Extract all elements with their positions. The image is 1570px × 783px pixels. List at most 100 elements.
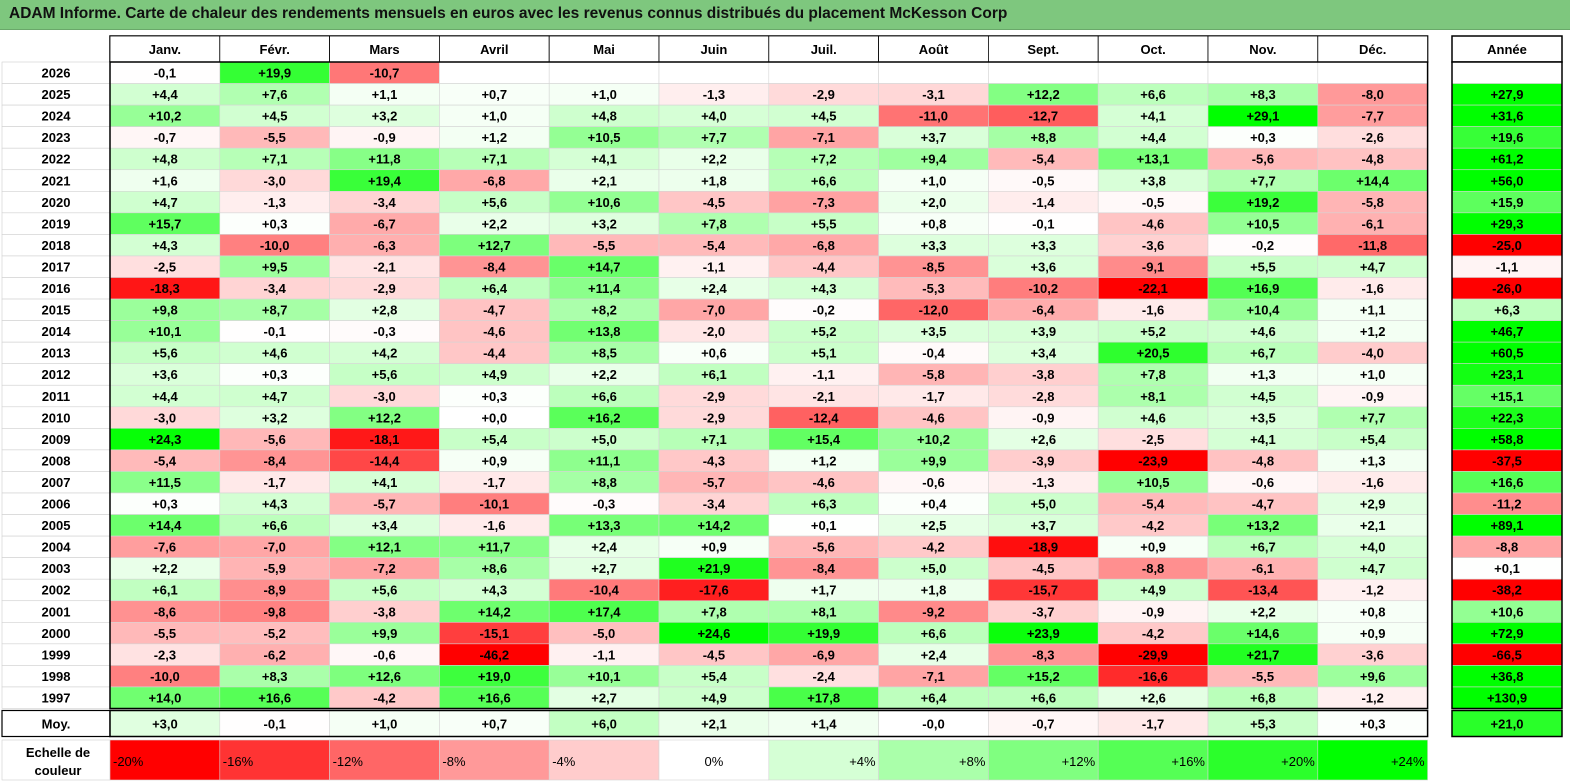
- scale-swatch: [1097, 739, 1209, 781]
- row-year-label: 2003: [42, 561, 71, 576]
- heatmap-cell-value: -0,9: [1142, 604, 1164, 619]
- row-year-label: 2014: [42, 324, 72, 339]
- heatmap-cell-value: +0,3: [481, 389, 507, 404]
- average-year-cell: [1451, 709, 1563, 738]
- heatmap-cell-value: +2,2: [481, 216, 507, 231]
- average-cell: [219, 710, 330, 737]
- heatmap-cell-value: -3,7: [1032, 604, 1054, 619]
- heatmap-cell-value: +1,0: [591, 87, 617, 102]
- row-year-label: 2009: [42, 432, 71, 447]
- heatmap-cell-value: -2,3: [154, 647, 176, 662]
- heatmap-cell-value: -0,1: [154, 66, 176, 81]
- heatmap-cell-value: +8,3: [262, 669, 288, 684]
- row-year-label: 2019: [42, 216, 71, 231]
- heatmap-cell-value: -2,9: [812, 87, 834, 102]
- heatmap-cell-value: +4,5: [1250, 389, 1276, 404]
- heatmap-cell-value: -5,3: [922, 281, 944, 296]
- heatmap-cell-value: +6,3: [811, 497, 837, 512]
- heatmap-cell-value: -7,0: [703, 303, 725, 318]
- year-total-value: +36,8: [1491, 669, 1524, 684]
- scale-swatch: [439, 739, 550, 781]
- heatmap-cell-value: -16,6: [1138, 669, 1168, 684]
- year-total-value: +61,2: [1491, 152, 1524, 167]
- year-total-value: +60,5: [1491, 346, 1524, 361]
- row-year-label: 2001: [42, 604, 71, 619]
- heatmap-cell-value: +10,2: [148, 109, 181, 124]
- row-year-label: 2004: [42, 540, 72, 555]
- heatmap-cell-value: +21,9: [697, 561, 730, 576]
- row-year-label: 2000: [42, 626, 71, 641]
- heatmap-cell-value: -17,6: [699, 583, 729, 598]
- heatmap-cell-value: -5,5: [1252, 669, 1274, 684]
- heatmap-cell-value: +4,1: [591, 152, 617, 167]
- heatmap-cell-value: -9,1: [1142, 259, 1164, 274]
- heatmap-cell-value: +2,1: [1360, 518, 1386, 533]
- heatmap-cell-value: +0,0: [481, 410, 507, 425]
- heatmap-cell-value: +11,1: [588, 453, 620, 468]
- heatmap-cell-value: -7,7: [1361, 109, 1383, 124]
- heatmap-cell-value: +1,2: [481, 130, 507, 145]
- heatmap-cell-value: +5,2: [1140, 324, 1166, 339]
- heatmap-cell-value: -0,2: [812, 303, 834, 318]
- heatmap-cell-value: +5,0: [1030, 497, 1056, 512]
- month-header-label: Juin: [701, 42, 728, 57]
- month-header-label: Mars: [369, 42, 399, 57]
- heatmap-cell-value: +10,5: [1137, 475, 1170, 490]
- heatmap-cell-value: -2,4: [812, 669, 835, 684]
- heatmap-cell-value: -4,7: [1252, 497, 1274, 512]
- heatmap-cell-value: +1,3: [1250, 367, 1276, 382]
- month-header-label: Mai: [593, 42, 615, 57]
- average-cell: [1317, 710, 1428, 737]
- heatmap-cell-value: +0,9: [481, 453, 507, 468]
- year-total-value: -1,1: [1496, 259, 1518, 274]
- heatmap-cell-value: +5,2: [811, 324, 837, 339]
- heatmap-cell: [548, 61, 660, 84]
- heatmap-cell-value: +3,9: [1030, 324, 1056, 339]
- heatmap-cell-value: +0,9: [1140, 540, 1166, 555]
- heatmap-cell-value: +19,4: [368, 173, 402, 188]
- heatmap-cell-value: -5,4: [1032, 152, 1055, 167]
- heatmap-cell-value: +4,1: [1250, 432, 1276, 447]
- heatmap-cell-value: +10,5: [1246, 216, 1279, 231]
- heatmap-cell-value: +5,4: [701, 669, 727, 684]
- heatmap-cell-value: +9,9: [372, 626, 398, 641]
- heatmap-cell-value: +3,2: [372, 109, 398, 124]
- heatmap-cell-value: +1,1: [372, 87, 398, 102]
- row-year-label: 1999: [42, 647, 71, 662]
- heatmap-cell-value: -1,6: [483, 518, 505, 533]
- year-total-value: +6,3: [1494, 303, 1520, 318]
- heatmap-cell-value: +9,6: [1360, 669, 1386, 684]
- heatmap-cell-value: +4,2: [372, 346, 398, 361]
- heatmap-cell-value: -12,4: [809, 410, 839, 425]
- average-row-border: [109, 709, 1429, 738]
- heatmap-cell-value: +6,6: [1140, 87, 1166, 102]
- scale-swatch: [329, 739, 440, 781]
- row-year-label: 2008: [42, 453, 71, 468]
- year-header-cell: [1451, 35, 1563, 63]
- row-year-label: 2005: [42, 518, 71, 533]
- heatmap-cell-value: +11,4: [588, 281, 621, 296]
- heatmap-cell-value: +0,9: [701, 540, 727, 555]
- heatmap-cell-value: +0,3: [152, 497, 178, 512]
- scale-stop-label: +16%: [1171, 754, 1205, 769]
- average-cell-value: +6,0: [591, 717, 617, 732]
- month-header-label: Févr.: [260, 42, 290, 57]
- heatmap-cell-value: +3,7: [1030, 518, 1056, 533]
- average-cell: [439, 710, 550, 737]
- heatmap-cell-value: +6,4: [921, 690, 947, 705]
- row-year-label: 2020: [42, 195, 71, 210]
- heatmap-cell-value: -3,6: [1361, 647, 1383, 662]
- chart-title: ADAM Informe. Carte de chaleur des rende…: [9, 5, 1008, 22]
- heatmap-cell: [439, 61, 550, 84]
- heatmap-cell-value: +4,0: [1360, 540, 1386, 555]
- heatmap-cell-value: +4,9: [1140, 583, 1166, 598]
- heatmap-cell-value: -8,4: [483, 259, 506, 274]
- heatmap-cell-value: +10,2: [917, 432, 950, 447]
- heatmap-cell-value: -0,7: [154, 130, 176, 145]
- scale-swatch: [1317, 739, 1428, 781]
- year-total-value: -8,8: [1496, 540, 1518, 555]
- heatmap-cell-value: +5,6: [152, 346, 178, 361]
- heatmap-cell-value: +1,1: [1360, 303, 1386, 318]
- month-header-label: Sept.: [1027, 42, 1059, 57]
- heatmap-cell-value: +2,2: [152, 561, 178, 576]
